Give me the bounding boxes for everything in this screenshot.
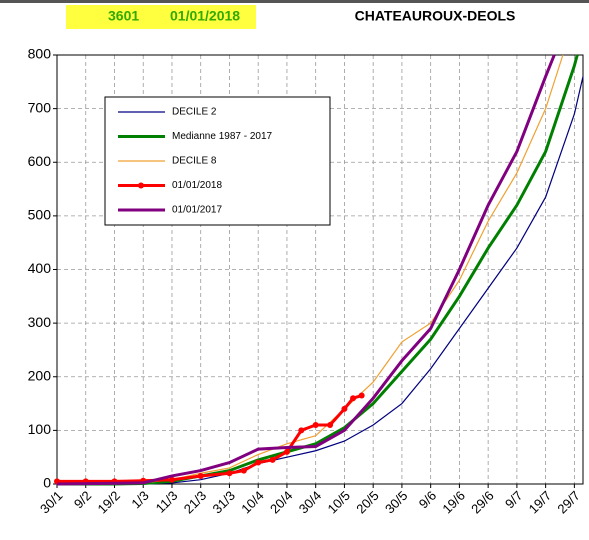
x-tick-label: 30/4 bbox=[296, 488, 325, 517]
x-tick-label: 29/6 bbox=[468, 488, 497, 517]
legend-label: DECILE 8 bbox=[172, 156, 217, 167]
y-tick-label: 700 bbox=[28, 99, 52, 115]
legend-label: Medianne 1987 - 2017 bbox=[172, 131, 273, 142]
x-tick-label: 19/7 bbox=[526, 488, 555, 517]
point bbox=[327, 422, 334, 429]
x-tick-label: 1/3 bbox=[128, 488, 151, 511]
top-border bbox=[0, 0, 589, 3]
station: 3601 bbox=[108, 8, 139, 24]
y-tick-label: 400 bbox=[28, 260, 52, 276]
y-tick-label: 0 bbox=[43, 475, 51, 491]
point bbox=[269, 456, 276, 463]
point bbox=[240, 467, 247, 474]
point bbox=[358, 392, 365, 399]
x-tick-label: 10/5 bbox=[324, 488, 353, 517]
x-tick-label: 19/6 bbox=[439, 488, 468, 517]
series-line bbox=[56, 54, 556, 486]
x-tick-label: 21/3 bbox=[181, 488, 210, 517]
x-tick-label: 30/1 bbox=[37, 488, 66, 517]
x-tick-label: 9/2 bbox=[71, 488, 94, 511]
point bbox=[312, 422, 319, 429]
y-tick-label: 800 bbox=[28, 46, 52, 62]
y-tick-label: 100 bbox=[28, 421, 52, 437]
y-tick-label: 500 bbox=[28, 207, 52, 223]
x-tick-label: 10/4 bbox=[238, 488, 267, 517]
date: 01/01/2018 bbox=[170, 8, 240, 24]
point bbox=[197, 472, 204, 479]
legend-marker bbox=[138, 182, 144, 189]
y-tick-label: 300 bbox=[28, 314, 52, 330]
point bbox=[226, 470, 233, 477]
point bbox=[298, 427, 305, 434]
y-tick-label: 200 bbox=[28, 367, 52, 383]
x-tick-label: 31/3 bbox=[210, 488, 239, 517]
legend-label: 01/01/2017 bbox=[172, 205, 222, 216]
x-tick-label: 19/2 bbox=[95, 488, 124, 517]
x-tick-label: 11/3 bbox=[153, 488, 181, 516]
point bbox=[283, 448, 290, 455]
point bbox=[350, 395, 357, 402]
plot-frame bbox=[56, 54, 584, 485]
legend-label: DECILE 2 bbox=[172, 107, 217, 118]
legend-label: 01/01/2018 bbox=[172, 180, 222, 191]
point bbox=[255, 459, 262, 466]
x-tick-label: 20/5 bbox=[353, 488, 382, 517]
x-tick-label: 9/6 bbox=[416, 488, 439, 511]
x-tick-label: 20/4 bbox=[267, 488, 296, 517]
chart-title: CHATEAUROUX-DEOLS bbox=[355, 8, 516, 24]
x-tick-label: 30/5 bbox=[382, 488, 411, 517]
y-tick-label: 600 bbox=[28, 153, 52, 169]
x-tick-label: 9/7 bbox=[502, 488, 525, 511]
point bbox=[168, 476, 175, 483]
point bbox=[341, 405, 348, 412]
header-box bbox=[66, 5, 256, 29]
x-tick-label: 29/7 bbox=[554, 488, 583, 517]
